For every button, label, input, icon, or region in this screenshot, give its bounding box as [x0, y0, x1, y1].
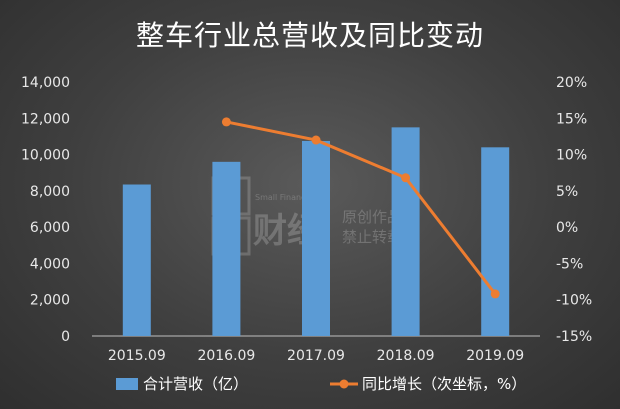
y2-tick-label: -15% — [556, 329, 592, 345]
growth-line — [226, 120, 497, 295]
bar — [122, 184, 151, 336]
x-tick-label: 2019.09 — [466, 348, 524, 364]
watermark-small: Small Finance — [255, 193, 310, 202]
growth-point — [221, 117, 231, 127]
growth-point — [490, 289, 500, 299]
y2-tick-label: 20% — [556, 75, 587, 91]
watermark-text2: 禁止转载 — [342, 228, 402, 246]
chart-title: 整车行业总营收及同比变动 — [135, 19, 484, 52]
y2-tick-label: -5% — [556, 256, 583, 272]
plot-area: 0 2,000 4,000 6,000 8,000 10,000 12,000 14,000 -… — [21, 75, 592, 364]
legend-swatch-marker — [339, 379, 349, 389]
x-tick-label: 2018.09 — [377, 348, 435, 364]
legend-label-line: 同比增长（次坐标，%） — [362, 375, 526, 393]
legend-label-bar: 合计营收（亿） — [143, 375, 248, 393]
y-tick-label: 12,000 — [21, 111, 70, 127]
y-tick-label: 6,000 — [30, 220, 70, 236]
bar — [391, 127, 420, 336]
legend-swatch-bar — [116, 378, 138, 390]
y-tick-label: 14,000 — [21, 75, 70, 91]
y-tick-label: 4,000 — [30, 256, 70, 272]
bar — [212, 161, 241, 336]
growth-point — [311, 135, 321, 145]
y-tick-label: 8,000 — [30, 184, 70, 200]
x-tick-label: 2016.09 — [197, 348, 255, 364]
y2-tick-label: 5% — [556, 184, 578, 200]
y-tick-label: 0 — [61, 329, 70, 345]
growth-point — [401, 173, 411, 183]
bar — [302, 140, 330, 336]
y2-tick-label: 0% — [556, 220, 578, 236]
y2-tick-label: 15% — [556, 111, 587, 127]
y-tick-label: 10,000 — [21, 148, 70, 164]
bar — [481, 147, 510, 336]
x-tick-label: 2017.09 — [287, 348, 345, 364]
x-tick-label: 2015.09 — [108, 348, 166, 364]
y2-tick-label: -10% — [556, 293, 592, 309]
y-tick-label: 2,000 — [30, 293, 70, 309]
y2-tick-label: 10% — [556, 148, 587, 164]
legend: 合计营收（亿） 同比增长（次坐标，%） — [116, 375, 526, 393]
watermark-text1: 原创作品 — [342, 208, 402, 226]
